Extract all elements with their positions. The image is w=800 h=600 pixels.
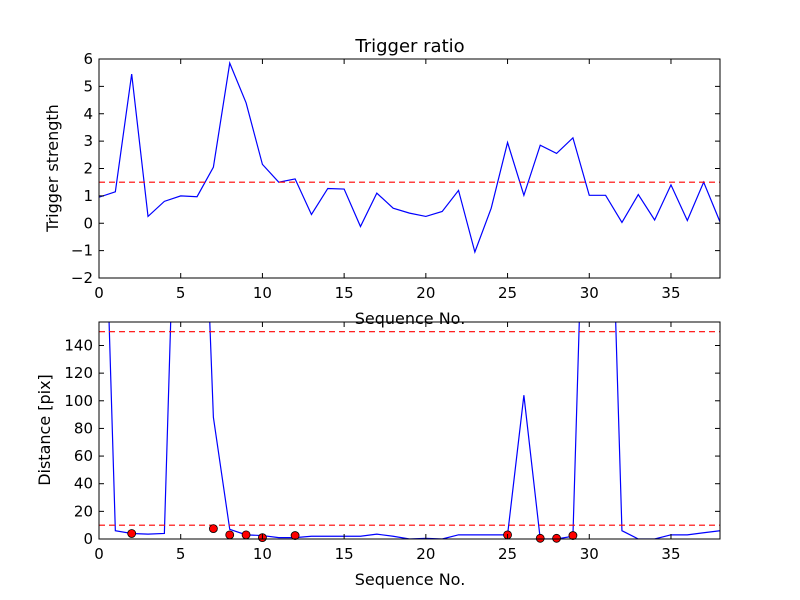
bottom-x-tick-label: 5 <box>176 545 186 563</box>
bottom-marker-point <box>290 531 300 540</box>
bottom-x-axis-label: Sequence No. <box>355 570 466 589</box>
bottom-marker-point <box>241 530 251 540</box>
bottom-marker-point <box>127 529 137 538</box>
top-x-tick-label: 30 <box>580 284 599 302</box>
top-x-tick-label: 5 <box>176 284 186 302</box>
bottom-axes-frame <box>98 321 721 540</box>
bottom-y-tick-label: 120 <box>64 364 93 382</box>
top-x-tick-label: 20 <box>416 284 435 302</box>
bottom-y-tick-label: 40 <box>74 475 93 493</box>
plot-title: Trigger ratio <box>354 36 464 57</box>
top-plot-area <box>99 60 720 254</box>
top-x-tick-label: 25 <box>498 284 517 302</box>
bottom-y-tick-label: 100 <box>64 392 93 410</box>
top-y-tick-label: 0 <box>83 214 93 232</box>
bottom-marker-point <box>535 533 545 543</box>
bottom-x-tick-label: 25 <box>498 545 517 563</box>
top-x-tick-label: 15 <box>335 284 354 302</box>
top-x-tick-label: 10 <box>253 284 272 302</box>
bottom-y-tick-label: 20 <box>74 502 93 520</box>
top-y-tick-label: 3 <box>83 132 93 150</box>
top-y-tick-label: 4 <box>83 105 93 123</box>
top-y-tick-label: 2 <box>83 160 93 178</box>
top-y-tick-label: 1 <box>83 187 93 205</box>
top-y-tick-label: 5 <box>83 77 93 95</box>
bottom-x-tick-label: 20 <box>416 545 435 563</box>
top-x-tick-label: 0 <box>94 284 104 302</box>
bottom-marker-point <box>568 531 578 540</box>
bottom-marker-point <box>225 530 235 540</box>
bottom-x-tick-label: 15 <box>335 545 354 563</box>
bottom-marker-point <box>552 533 561 543</box>
top-x-axis-label: Sequence No. <box>355 309 466 328</box>
bottom-x-tick-label: 30 <box>580 545 599 563</box>
trigger-ratio-plot: Trigger ratio Sequence No. Trigger stren… <box>43 36 721 328</box>
bottom-y-tick-label: 80 <box>74 419 93 437</box>
bottom-x-tick-label: 35 <box>661 545 680 563</box>
bottom-y-tick-label: 60 <box>74 447 93 465</box>
bottom-x-tick-label: 10 <box>253 545 272 563</box>
bottom-plot-area <box>99 322 720 539</box>
bottom-y-axis-label: Distance [pix] <box>35 374 54 486</box>
top-x-tick-label: 35 <box>661 284 680 302</box>
bottom-y-tick-label: 0 <box>83 530 93 548</box>
bottom-y-tick-label: 140 <box>64 336 93 354</box>
top-y-axis-label: Trigger strength <box>43 104 62 233</box>
distance-plot: Sequence No. Distance [pix] 0 5 10 15 20 25 30… <box>35 321 721 589</box>
top-y-tick-label: 6 <box>83 50 93 68</box>
top-y-tick-label: −2 <box>71 269 93 287</box>
bottom-series-line <box>108 322 720 539</box>
bottom-x-tick-label: 0 <box>94 545 104 563</box>
top-y-tick-label: −1 <box>71 242 93 260</box>
top-series-line <box>99 60 720 254</box>
bottom-marker-point <box>208 524 218 534</box>
